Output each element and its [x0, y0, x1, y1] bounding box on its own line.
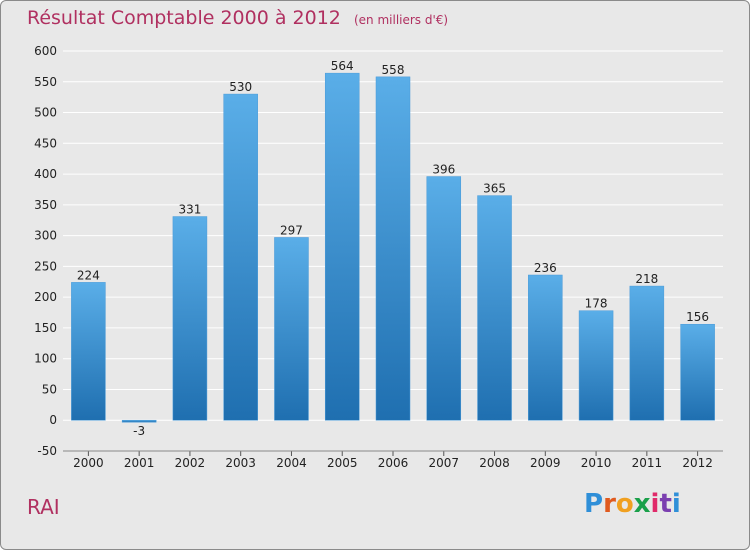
bar-2000 — [71, 282, 106, 421]
y-tick-label: 100 — [34, 352, 57, 366]
value-label-2008: 365 — [483, 182, 506, 196]
logo-letter: r — [603, 489, 616, 519]
y-tick-label: 550 — [34, 75, 57, 89]
value-label-2007: 396 — [432, 163, 455, 177]
y-tick-label: 350 — [34, 198, 57, 212]
y-tick-label: 500 — [34, 106, 57, 120]
commune-name: RAI — [27, 495, 60, 519]
x-tick-label-2001: 2001 — [124, 456, 155, 470]
bar-2004 — [274, 237, 309, 421]
logo-letter: o — [615, 489, 634, 519]
y-tick-label: -50 — [37, 444, 57, 458]
y-tick-label: 600 — [34, 44, 57, 58]
x-tick-label-2010: 2010 — [581, 456, 612, 470]
value-label-2003: 530 — [229, 80, 252, 94]
bar-2006 — [375, 76, 411, 421]
bar-2008 — [477, 195, 512, 421]
y-tick-label: 150 — [34, 321, 57, 335]
value-label-2001: -3 — [133, 424, 145, 438]
y-tick-label: 250 — [34, 259, 57, 273]
y-tick-label: 50 — [42, 382, 57, 396]
x-tick-label-2009: 2009 — [530, 456, 561, 470]
logo-letter: x — [633, 489, 651, 519]
bar-2011 — [629, 285, 665, 421]
chart-title: Résultat Comptable 2000 à 2012 — [27, 7, 341, 29]
x-tick-label-2005: 2005 — [327, 456, 358, 470]
bar-2010 — [578, 310, 614, 421]
logo-letter: P — [584, 489, 604, 519]
bar-2009 — [528, 274, 563, 421]
x-tick-label-2006: 2006 — [378, 456, 409, 470]
bar-2007 — [426, 176, 462, 421]
bar-2003 — [223, 93, 258, 421]
x-tick-label-2007: 2007 — [428, 456, 459, 470]
value-label-2011: 218 — [635, 272, 658, 286]
logo-letter: i — [671, 489, 681, 519]
chart-subtitle: (en milliers d'€) — [353, 13, 449, 27]
title-row: Résultat Comptable 2000 à 2012 (en milli… — [27, 7, 448, 29]
proxiti-logo: Proxiti — [584, 489, 681, 519]
x-tick-label-2003: 2003 — [225, 456, 256, 470]
x-tick-label-2011: 2011 — [632, 456, 663, 470]
x-tick-label-2004: 2004 — [276, 456, 307, 470]
y-tick-label: 450 — [34, 136, 57, 150]
x-tick-label-2012: 2012 — [682, 456, 713, 470]
value-label-2002: 331 — [178, 203, 201, 217]
value-label-2009: 236 — [534, 261, 557, 275]
logo-letter: t — [659, 489, 672, 519]
x-tick-label-2000: 2000 — [73, 456, 104, 470]
x-tick-label-2002: 2002 — [175, 456, 206, 470]
value-label-2005: 564 — [331, 59, 354, 73]
x-tick-label-2008: 2008 — [479, 456, 510, 470]
value-label-2012: 156 — [686, 310, 709, 324]
bar-2001 — [121, 419, 157, 423]
value-label-2010: 178 — [585, 297, 608, 311]
y-tick-label: 0 — [49, 413, 57, 427]
value-label-2004: 297 — [280, 223, 303, 237]
y-tick-label: 300 — [34, 229, 57, 243]
y-tick-label: 200 — [34, 290, 57, 304]
value-label-2006: 558 — [382, 63, 405, 77]
y-tick-label: 400 — [34, 167, 57, 181]
logo-letter: i — [650, 489, 660, 519]
bar-2002 — [172, 216, 208, 421]
bar-2005 — [324, 72, 360, 421]
value-label-2000: 224 — [77, 268, 100, 282]
bar-2012 — [680, 323, 715, 421]
